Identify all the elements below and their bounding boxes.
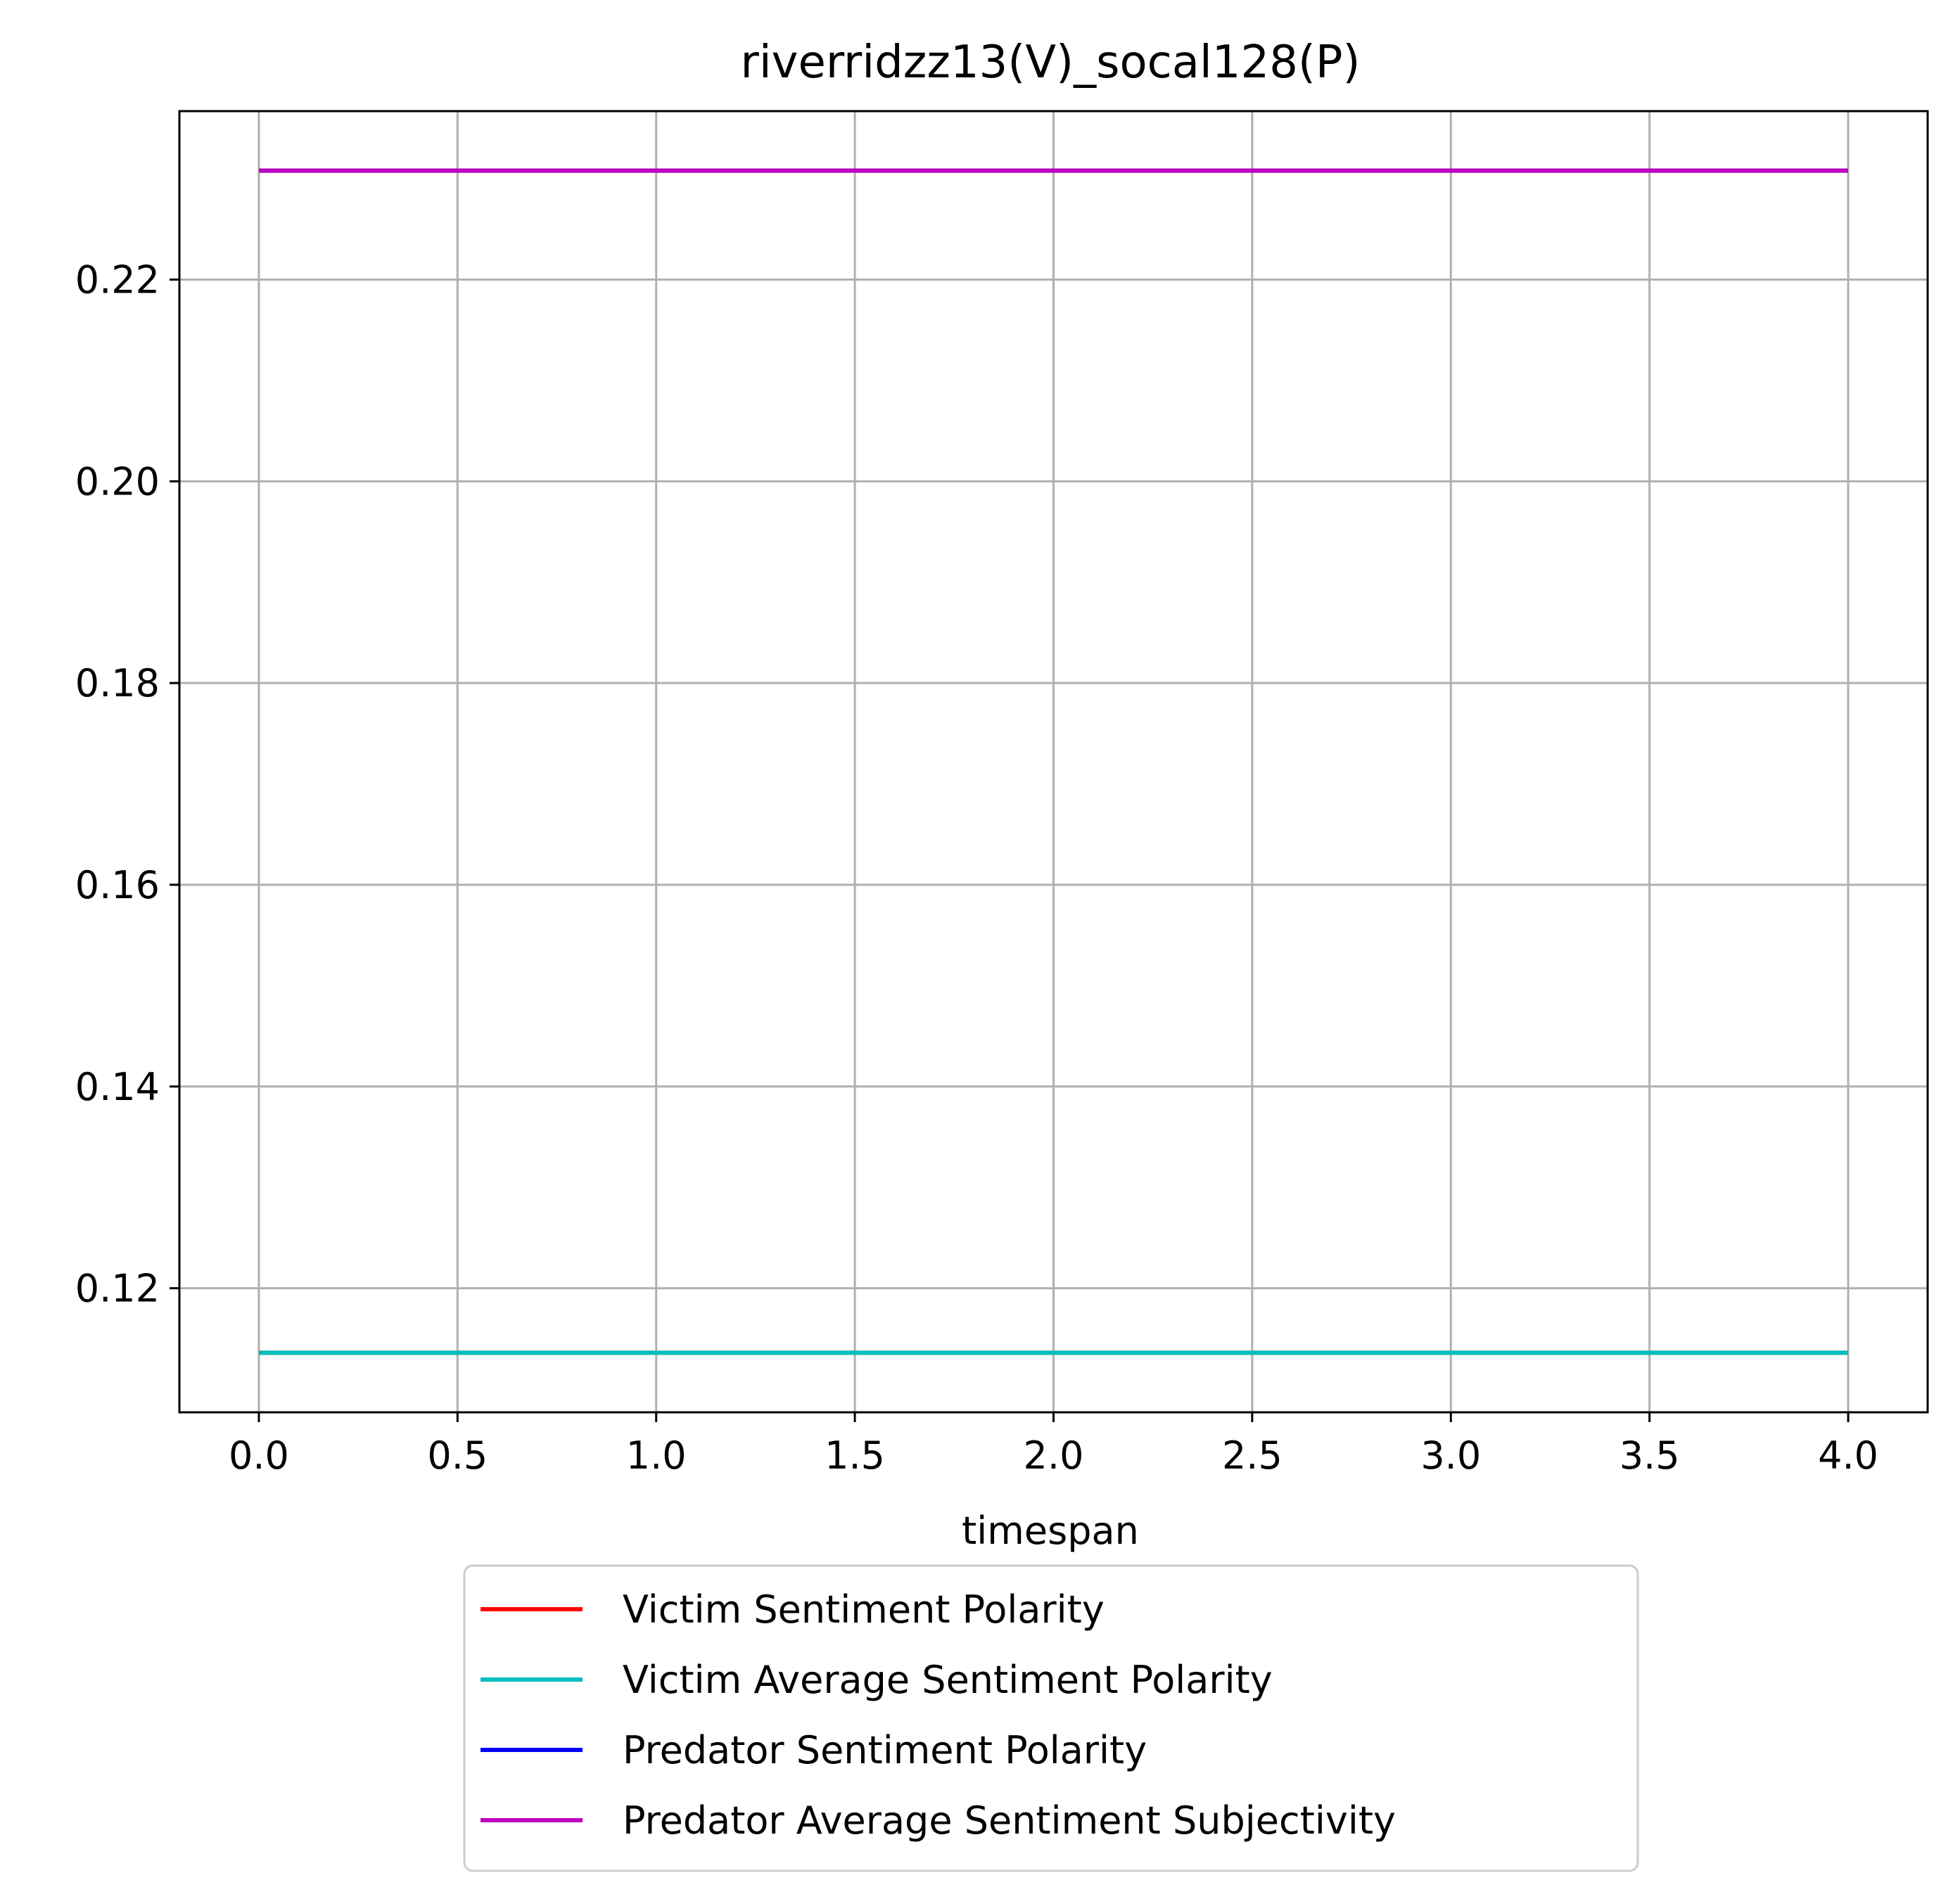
legend-entries: Victim Sentiment Polarity Victim Average …: [481, 1587, 1396, 1843]
x-tick-label: 3.0: [1420, 1433, 1481, 1478]
x-tick-label: 3.5: [1619, 1433, 1680, 1478]
y-tick-label: 0.20: [75, 459, 160, 504]
y-tick-label: 0.14: [75, 1065, 160, 1109]
legend-label: Victim Sentiment Polarity: [623, 1587, 1105, 1632]
x-tick-label: 2.5: [1222, 1433, 1283, 1478]
y-tick-label: 0.16: [75, 863, 160, 907]
x-tick-label: 2.0: [1024, 1433, 1084, 1478]
chart-title: riverridzz13(V)_socal128(P): [741, 37, 1361, 89]
axis-ticks: 0.0 0.5 1.0 1.5 2.0 2.5 3.0 3.5 4.0 0.12 0.14 0.16 0…: [75, 257, 1878, 1478]
x-axis-label: timespan: [962, 1509, 1139, 1553]
legend-box: [463, 1564, 1639, 1872]
y-tick-label: 0.12: [75, 1267, 160, 1311]
grid-lines: [179, 111, 1928, 1412]
legend-label: Predator Sentiment Polarity: [623, 1728, 1147, 1772]
x-tick-label: 1.5: [825, 1433, 885, 1478]
series-lines: [259, 168, 1848, 1355]
x-tick-label: 0.5: [427, 1433, 488, 1478]
y-tick-label: 0.22: [75, 257, 160, 302]
y-tick-label: 0.18: [75, 661, 160, 705]
legend-label: Predator Average Sentiment Subjectivity: [623, 1798, 1396, 1843]
legend: Victim Sentiment Polarity Victim Average …: [463, 1564, 1639, 1872]
x-tick-label: 0.0: [229, 1433, 289, 1478]
legend-label: Victim Average Sentiment Polarity: [623, 1658, 1273, 1702]
x-tick-label: 4.0: [1818, 1433, 1878, 1478]
x-tick-label: 1.0: [626, 1433, 687, 1478]
